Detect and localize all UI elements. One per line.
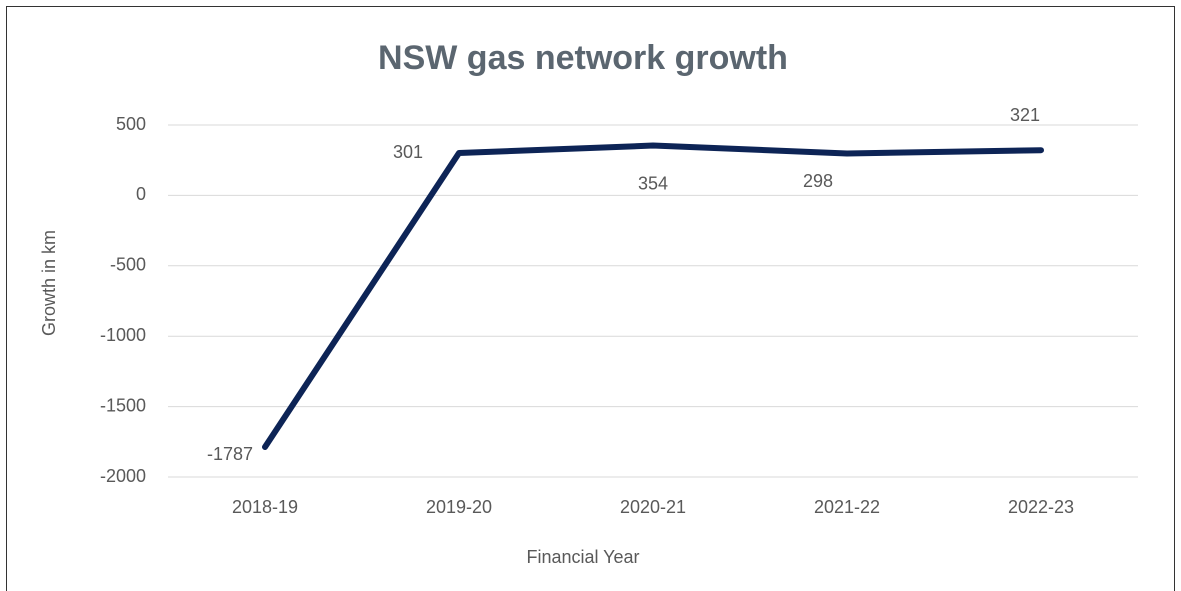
x-tick-label: 2020-21: [620, 497, 686, 517]
x-tick-label: 2021-22: [814, 497, 880, 517]
x-tick-label: 2019-20: [426, 497, 492, 517]
y-tick-label: -1500: [100, 395, 146, 415]
data-label: 354: [638, 173, 668, 193]
x-tick-label: 2022-23: [1008, 497, 1074, 517]
y-axis-label: Growth in km: [39, 230, 59, 336]
y-tick-label: -1000: [100, 325, 146, 345]
data-label: 301: [393, 142, 423, 162]
data-label: 321: [1010, 105, 1040, 125]
chart-title: NSW gas network growth: [378, 39, 788, 77]
data-line: [262, 142, 1044, 451]
y-tick-label: 500: [116, 114, 146, 134]
y-tick-label: 0: [136, 184, 146, 204]
chart-border: [6, 6, 1175, 591]
data-label: 298: [803, 171, 833, 191]
y-tick-label: -500: [110, 255, 146, 275]
data-label: -1787: [207, 444, 253, 464]
y-tick-label: -2000: [100, 466, 146, 486]
x-tick-label: 2018-19: [232, 497, 298, 517]
x-axis-label: Financial Year: [526, 547, 639, 567]
